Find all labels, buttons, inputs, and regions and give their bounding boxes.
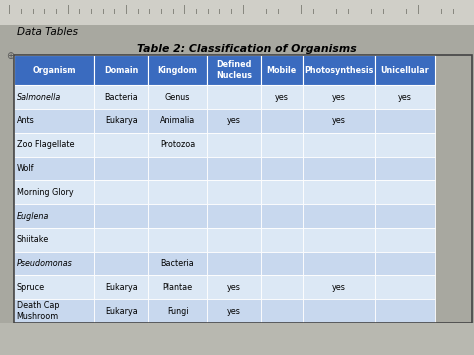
Text: Animalia: Animalia (160, 116, 195, 125)
Text: Plantae: Plantae (163, 283, 192, 292)
Text: Table 2: Classification of Organisms: Table 2: Classification of Organisms (137, 44, 356, 54)
Text: yes: yes (398, 93, 412, 102)
Text: Fungi: Fungi (167, 307, 188, 316)
Text: Mobile: Mobile (267, 66, 297, 75)
Text: Photosynthesis: Photosynthesis (304, 66, 374, 75)
Text: yes: yes (227, 307, 241, 316)
Text: Domain: Domain (104, 66, 138, 75)
Text: yes: yes (332, 283, 346, 292)
Text: Wolf: Wolf (17, 164, 34, 173)
Text: Pseudomonas: Pseudomonas (17, 259, 72, 268)
Text: yes: yes (332, 93, 346, 102)
Text: Data Tables: Data Tables (17, 27, 78, 37)
Text: Shiitake: Shiitake (17, 235, 49, 244)
Text: Kingdom: Kingdom (157, 66, 198, 75)
Text: yes: yes (332, 116, 346, 125)
Text: yes: yes (275, 93, 289, 102)
Text: Genus: Genus (165, 93, 190, 102)
Text: Euglena: Euglena (17, 212, 49, 220)
Text: Bacteria: Bacteria (161, 259, 194, 268)
Text: Spruce: Spruce (17, 283, 45, 292)
Text: Eukarya: Eukarya (105, 116, 137, 125)
Text: Defined
Nucleus: Defined Nucleus (216, 60, 252, 80)
Text: Zoo Flagellate: Zoo Flagellate (17, 140, 74, 149)
Text: Ants: Ants (17, 116, 34, 125)
Text: Bacteria: Bacteria (104, 93, 138, 102)
Text: yes: yes (227, 116, 241, 125)
Text: Organism: Organism (33, 66, 76, 75)
Text: Eukarya: Eukarya (105, 283, 137, 292)
Text: Protozoa: Protozoa (160, 140, 195, 149)
Text: Eukarya: Eukarya (105, 307, 137, 316)
Text: Death Cap
Mushroom: Death Cap Mushroom (17, 301, 59, 321)
Text: Salmonella: Salmonella (17, 93, 61, 102)
Text: Unicellular: Unicellular (381, 66, 429, 75)
Text: Morning Glory: Morning Glory (17, 188, 73, 197)
Text: yes: yes (227, 283, 241, 292)
Text: ⊕: ⊕ (6, 51, 14, 61)
